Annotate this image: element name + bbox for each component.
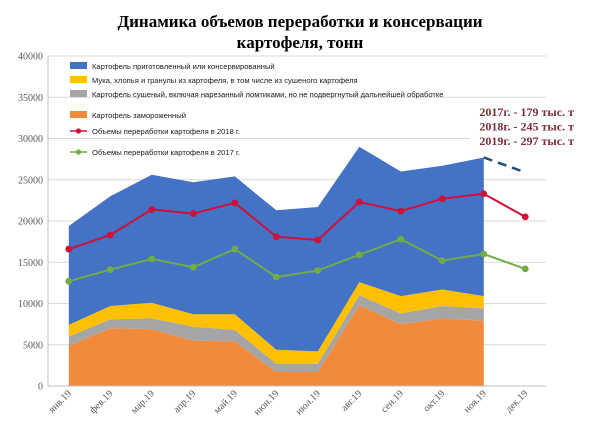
x-tick-label: фев.19 [88, 388, 116, 416]
line-point [148, 206, 156, 213]
legend-label: Мука, хлопья и гранулы из картофеля, в т… [92, 76, 358, 85]
x-tick-label: июн.19 [252, 388, 281, 417]
y-tick-label: 25000 [18, 175, 43, 186]
line-point [272, 233, 280, 241]
line-point [148, 255, 156, 263]
line-point [231, 245, 239, 253]
x-tick-label: апр.19 [171, 388, 198, 415]
line-series [65, 156, 529, 285]
line-point [521, 265, 529, 273]
line-point [480, 250, 488, 258]
area-series [68, 305, 484, 386]
area-series [68, 282, 484, 364]
x-tick-label: дек.19 [504, 388, 531, 415]
line-point [65, 277, 73, 285]
x-tick-label: ноя.19 [462, 388, 489, 415]
y-tick-label: 15000 [18, 258, 43, 269]
legend-label: Картофель приготовленный или консервиров… [92, 62, 275, 71]
legend-swatch [70, 76, 87, 83]
legend-swatch [70, 111, 87, 118]
annotation-text: 2019г. - 297 тыс. т [479, 134, 574, 148]
annotation-text: 2018г. - 245 тыс. т [479, 120, 574, 134]
y-tick-label: 0 [38, 382, 43, 393]
y-tick-label: 30000 [18, 134, 43, 145]
line-point [65, 245, 73, 253]
x-tick-label: сен.19 [379, 388, 406, 415]
line-point [189, 263, 197, 271]
line-point [189, 210, 197, 217]
legend-label: Картофель замороженный [92, 111, 186, 120]
y-tick-label: 5000 [23, 340, 43, 351]
area-series [68, 295, 484, 372]
area-series [68, 146, 484, 352]
line-point [106, 266, 114, 274]
y-tick-label: 40000 [18, 52, 43, 63]
annotation-text: 2017г. - 179 тыс. т [479, 105, 574, 119]
chart-title-line-1: Динамика объемов переработки и консервац… [117, 12, 482, 31]
line-point [355, 198, 363, 206]
chart-title-line-2: картофеля, тонн [237, 33, 364, 52]
line-point [438, 195, 446, 203]
x-tick-label: май.19 [212, 388, 240, 416]
stacked-areas [68, 146, 484, 386]
legend-label: Объемы переработки картофеля в 2017 г. [92, 148, 240, 157]
annotation-background [470, 104, 578, 150]
line-series-path [68, 238, 526, 283]
legend-swatch [70, 62, 87, 69]
line-point [314, 236, 322, 244]
line-point [355, 251, 363, 259]
legend: Картофель приготовленный или консервиров… [70, 62, 444, 157]
line-point [272, 273, 280, 281]
x-tick-label: янв.19 [47, 388, 74, 415]
line-point [397, 207, 405, 215]
legend-label: Объемы переработки картофеля в 2018 г. [92, 127, 240, 136]
line-point [314, 267, 322, 274]
y-tick-label: 10000 [18, 299, 43, 310]
legend-swatch [70, 90, 87, 97]
x-tick-label: авг.19 [339, 388, 364, 413]
line-point [480, 190, 488, 198]
legend-marker [75, 128, 82, 134]
line-point [231, 199, 239, 207]
legend-marker [75, 149, 82, 155]
y-tick-label: 20000 [18, 217, 43, 228]
forecast-dashed-line [483, 156, 526, 174]
x-tick-label: июл.19 [294, 388, 323, 417]
x-tick-label: мар.19 [129, 388, 157, 416]
line-point [397, 235, 405, 243]
line-point [106, 231, 114, 239]
y-tick-label: 35000 [18, 93, 43, 104]
line-series-path [68, 192, 526, 251]
line-point [521, 213, 529, 221]
legend-label: Картофель сушеный, включая нарезанный ло… [92, 90, 444, 99]
x-tick-label: окт.19 [421, 388, 447, 414]
line-point [438, 257, 446, 264]
